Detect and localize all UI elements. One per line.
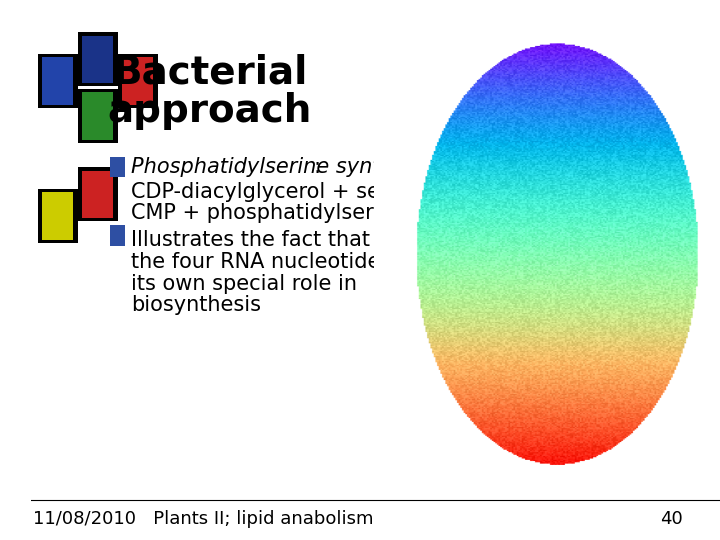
Text: biosynthesis: biosynthesis <box>131 295 261 315</box>
Text: CMP + phosphatidylserine: CMP + phosphatidylserine <box>131 203 405 224</box>
Bar <box>78 167 117 221</box>
Bar <box>37 54 78 108</box>
Bar <box>78 89 117 143</box>
Text: 40: 40 <box>660 510 683 529</box>
Text: CDP-diacylglycerol + serine →: CDP-diacylglycerol + serine → <box>131 181 444 202</box>
Bar <box>82 92 114 140</box>
Bar <box>42 192 73 240</box>
Text: PDB 3HSI: PDB 3HSI <box>444 301 528 320</box>
Bar <box>82 36 114 83</box>
Text: 161kDa homotrimer: 161kDa homotrimer <box>444 323 626 341</box>
Bar <box>37 189 78 243</box>
Bar <box>117 54 158 108</box>
Bar <box>110 225 125 246</box>
Text: 11/08/2010   Plants II; lipid anabolism: 11/08/2010 Plants II; lipid anabolism <box>33 510 373 529</box>
Text: the four RNA nucleotides has: the four RNA nucleotides has <box>131 252 434 272</box>
Text: Bacterial: Bacterial <box>112 54 307 92</box>
Bar <box>78 32 117 86</box>
Bar <box>82 171 114 218</box>
Text: its own special role in: its own special role in <box>131 273 356 294</box>
Bar <box>122 57 153 105</box>
Text: Illustrates the fact that each of: Illustrates the fact that each of <box>131 230 454 251</box>
Text: :: : <box>313 157 320 178</box>
Text: approach: approach <box>108 92 312 130</box>
Text: EC 2.7.8.8, 2.2Å: EC 2.7.8.8, 2.2Å <box>444 344 590 363</box>
Bar <box>42 57 73 105</box>
Text: Phosphatidylserine synthase: Phosphatidylserine synthase <box>131 157 430 178</box>
Bar <box>110 157 125 177</box>
Text: Haemophilus: Haemophilus <box>444 366 562 384</box>
